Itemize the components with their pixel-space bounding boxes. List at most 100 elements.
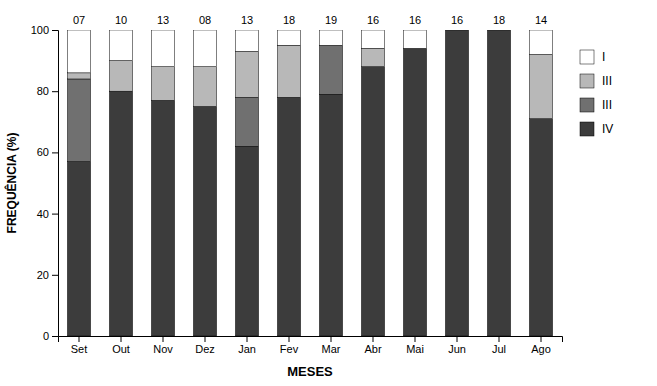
bar-segment [151, 30, 174, 67]
axis-line [59, 337, 563, 343]
tick-mark [289, 336, 290, 342]
tick-mark [52, 91, 58, 92]
bar-segment [445, 30, 468, 336]
bar-segment [487, 30, 510, 31]
series [67, 30, 552, 73]
tick-mark [541, 336, 542, 342]
tick: Fev [280, 336, 299, 355]
tick-label: Abr [364, 343, 381, 355]
bar-segment [151, 67, 174, 101]
bars [67, 30, 552, 336]
bar-segment [109, 30, 132, 61]
tick-mark [373, 336, 374, 342]
bar-segment [67, 73, 90, 79]
tick-mark [52, 275, 58, 276]
series [67, 30, 552, 336]
bar-segment [403, 30, 426, 48]
tick-mark [457, 336, 458, 342]
y-axis: 020406080100 [31, 24, 59, 342]
legend-label: III [602, 74, 612, 88]
tick-label: Jun [448, 343, 466, 355]
bar-segment [361, 30, 384, 48]
annotation: 08 [199, 14, 211, 26]
legend-swatch [580, 50, 594, 64]
bar-segment [529, 54, 552, 118]
bar-segment [319, 45, 342, 94]
tick-label: Mai [406, 343, 424, 355]
bar-segment [361, 67, 384, 336]
tick-label: 0 [43, 330, 49, 342]
legend-item: I [580, 50, 605, 64]
bar-segment [487, 30, 510, 31]
tick: Jan [238, 336, 256, 355]
tick-label: Nov [153, 343, 173, 355]
bar-segment [361, 48, 384, 66]
bar-segment [235, 146, 258, 336]
tick-label: 20 [37, 269, 49, 281]
bar-segment [67, 79, 90, 162]
tick-mark [247, 336, 248, 342]
bar-segment [277, 30, 300, 45]
bar-segment [403, 48, 426, 336]
tick: 60 [37, 146, 58, 158]
plot: Set Out Nov Dez Jan Fev Mar Abr Mai Jun Jul Ago 0 20 4… [31, 14, 563, 355]
tick: Ago [531, 336, 551, 355]
legend-item: III [580, 98, 612, 112]
tick: Out [112, 336, 130, 355]
tick-label: 100 [31, 24, 49, 36]
annotation: 13 [241, 14, 253, 26]
tick-mark [331, 336, 332, 342]
bar-segment [529, 30, 552, 54]
tick-label: Fev [280, 343, 299, 355]
bar-segment [235, 97, 258, 146]
tick-label: Jul [492, 343, 506, 355]
tick: Nov [153, 336, 173, 355]
tick: 100 [31, 24, 58, 36]
tick-label: Ago [531, 343, 551, 355]
tick-mark [121, 336, 122, 342]
bar-segment [235, 51, 258, 97]
bar-segment [445, 30, 468, 31]
bar-segment [487, 30, 510, 336]
tick: Jul [492, 336, 506, 355]
annotation: 19 [325, 14, 337, 26]
series [67, 45, 552, 118]
tick: 0 [43, 330, 58, 342]
annotation: 16 [367, 14, 379, 26]
annotation: 07 [73, 14, 85, 26]
legend-swatch [580, 98, 594, 112]
tick: Jun [448, 336, 466, 355]
x-axis: Set Out Nov Dez Jan Fev Mar Abr Mai Jun Jul Ago [59, 336, 563, 355]
bar-segment [277, 45, 300, 97]
tick-label: 40 [37, 208, 49, 220]
legend-item: IV [580, 122, 613, 136]
y-axis-title: FREQUÊNCIA (%) [4, 133, 19, 234]
bar-segment [529, 119, 552, 336]
tick: Mar [322, 336, 341, 355]
bar-segment [445, 30, 468, 31]
tick-mark [415, 336, 416, 342]
annotation: 18 [493, 14, 505, 26]
tick: Mai [406, 336, 424, 355]
tick-mark [499, 336, 500, 342]
annotation: 13 [157, 14, 169, 26]
tick: Dez [195, 336, 215, 355]
legend-label: I [602, 50, 605, 64]
tick-label: Set [71, 343, 88, 355]
chart: Set Out Nov Dez Jan Fev Mar Abr Mai Jun Jul Ago 0 20 4… [0, 0, 657, 386]
annotation: 16 [409, 14, 421, 26]
legend-label: IV [602, 122, 613, 136]
tick-label: Mar [322, 343, 341, 355]
annotation: 10 [115, 14, 127, 26]
bar-segment [277, 97, 300, 336]
bar-segment [319, 30, 342, 45]
tick: Set [71, 336, 88, 355]
tick-mark [205, 336, 206, 342]
legend-swatch [580, 74, 594, 88]
tick-mark [52, 152, 58, 153]
annotation: 18 [283, 14, 295, 26]
tick-mark [79, 336, 80, 342]
tick-mark [52, 336, 58, 337]
bar-segment [193, 107, 216, 337]
bar-segment [151, 100, 174, 336]
